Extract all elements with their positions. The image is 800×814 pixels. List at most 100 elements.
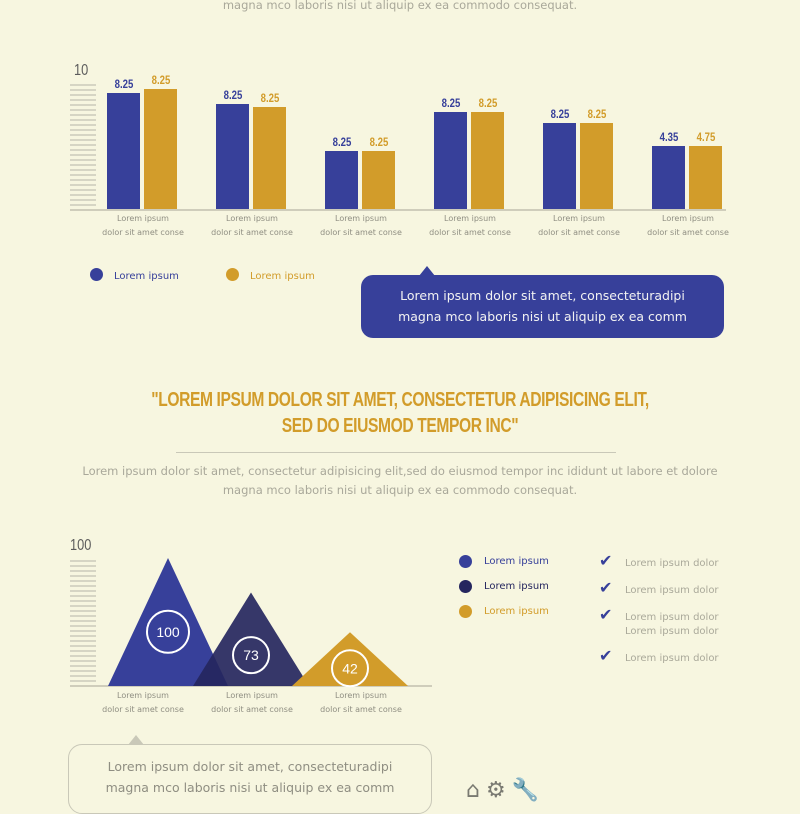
gear-icon[interactable]: ⚙ bbox=[485, 778, 512, 803]
quote-line: SED DO EIUSMOD TEMPOR INC" bbox=[281, 415, 519, 437]
category-line: dolor sit amet conse bbox=[102, 228, 184, 237]
bar bbox=[253, 106, 286, 209]
category-label: Lorem ipsum dolor sit amet conse bbox=[88, 689, 198, 717]
quote-line: "LOREM IPSUM DOLOR SIT AMET, CONSECTETUR… bbox=[151, 389, 649, 411]
divider bbox=[176, 452, 616, 453]
legend-label: Lorem ipsum bbox=[484, 581, 549, 592]
bubble-line: magna mco laboris nisi ut aliquip ex ea … bbox=[398, 309, 687, 324]
legend-label-blue: Lorem ipsum bbox=[114, 271, 179, 282]
y-axis-ticks bbox=[70, 84, 96, 208]
legend-dot bbox=[459, 580, 472, 593]
category-label: Lorem ipsum dolor sit amet conse bbox=[415, 212, 525, 240]
bar-value-label: 8.25 bbox=[587, 107, 607, 122]
bubble-pointer bbox=[128, 735, 144, 745]
category-line: dolor sit amet conse bbox=[429, 228, 511, 237]
checklist-item: Lorem ipsum dolor bbox=[625, 584, 719, 598]
x-axis bbox=[70, 209, 726, 211]
triangle-value-label: 42 bbox=[342, 660, 358, 676]
category-line: Lorem ipsum bbox=[662, 214, 714, 223]
value-ring bbox=[146, 609, 190, 654]
info-bubble-outline: Lorem ipsum dolor sit amet, consectetura… bbox=[68, 744, 432, 814]
category-label: Lorem ipsum dolor sit amet conse bbox=[197, 212, 307, 240]
bar bbox=[362, 151, 395, 209]
y-axis-top-label: 100 bbox=[70, 537, 92, 554]
category-label: Lorem ipsum dolor sit amet conse bbox=[306, 212, 416, 240]
legend-dot bbox=[459, 555, 472, 568]
triangle bbox=[193, 592, 309, 686]
bar-value-label: 8.25 bbox=[332, 135, 352, 150]
paragraph-line: Lorem ipsum dolor sit amet, consectetur … bbox=[82, 464, 718, 478]
category-line: dolor sit amet conse bbox=[102, 705, 184, 714]
category-label: Lorem ipsum dolor sit amet conse bbox=[88, 212, 198, 240]
bar-value-label: 8.25 bbox=[151, 72, 171, 87]
bubble-line: Lorem ipsum dolor sit amet, consectetura… bbox=[400, 288, 685, 303]
bar bbox=[689, 145, 722, 209]
category-line: dolor sit amet conse bbox=[320, 705, 402, 714]
legend-dot bbox=[459, 605, 472, 618]
bar-value-label: 8.25 bbox=[478, 96, 498, 111]
triangle-value-label: 73 bbox=[243, 647, 259, 663]
intro-text: magna mco laboris nisi ut aliquip ex ea … bbox=[222, 0, 578, 12]
check-icon: ✔ bbox=[599, 551, 613, 570]
category-label: Lorem ipsum dolor sit amet conse bbox=[306, 689, 416, 717]
bar-value-label: 8.25 bbox=[223, 88, 243, 103]
category-line: Lorem ipsum bbox=[117, 214, 169, 223]
home-icon[interactable]: ⌂ bbox=[466, 778, 486, 803]
category-line: Lorem ipsum bbox=[226, 214, 278, 223]
check-icon: ✔ bbox=[599, 605, 613, 624]
quote-heading: "LOREM IPSUM DOLOR SIT AMET, CONSECTETUR… bbox=[88, 387, 712, 439]
legend-dot-gold bbox=[226, 268, 239, 281]
bar bbox=[107, 93, 140, 209]
category-line: dolor sit amet conse bbox=[320, 228, 402, 237]
category-line: Lorem ipsum bbox=[335, 214, 387, 223]
category-line: Lorem ipsum bbox=[444, 214, 496, 223]
category-line: dolor sit amet conse bbox=[647, 228, 729, 237]
legend-label: Lorem ipsum bbox=[484, 556, 549, 567]
legend-label: Lorem ipsum bbox=[484, 606, 549, 617]
y-axis-top-label: 10 bbox=[74, 62, 89, 79]
legend-dot-blue bbox=[90, 268, 103, 281]
paragraph: Lorem ipsum dolor sit amet, consectetur … bbox=[0, 462, 800, 500]
bar-value-label: 8.25 bbox=[114, 77, 134, 92]
category-line: Lorem ipsum bbox=[335, 691, 387, 700]
category-line: Lorem ipsum bbox=[226, 691, 278, 700]
bar bbox=[325, 151, 358, 209]
legend-label-gold: Lorem ipsum bbox=[250, 271, 315, 282]
checklist-line: Lorem ipsum dolor bbox=[625, 653, 719, 664]
triangle-value-label: 100 bbox=[156, 624, 180, 640]
bar-value-label: 8.25 bbox=[260, 90, 280, 105]
bar-value-label: 8.25 bbox=[441, 96, 461, 111]
bar bbox=[144, 88, 177, 209]
bar bbox=[580, 123, 613, 209]
check-icon: ✔ bbox=[599, 646, 613, 665]
checklist-item: Lorem ipsum dolor Lorem ipsum dolor bbox=[625, 611, 719, 639]
checklist-line: Lorem ipsum dolor bbox=[625, 585, 719, 596]
bar bbox=[543, 123, 576, 209]
check-icon: ✔ bbox=[599, 578, 613, 597]
value-ring bbox=[232, 636, 270, 675]
bubble-line: Lorem ipsum dolor sit amet, consectetura… bbox=[107, 759, 393, 774]
category-line: Lorem ipsum bbox=[117, 691, 169, 700]
checklist-line: Lorem ipsum dolor bbox=[625, 612, 719, 623]
bar bbox=[434, 112, 467, 209]
y-axis-ticks bbox=[70, 560, 96, 684]
bar-value-label: 8.25 bbox=[369, 135, 389, 150]
bar bbox=[652, 145, 685, 209]
icon-row: ⌂⚙🔧 bbox=[466, 778, 545, 803]
bar bbox=[216, 104, 249, 209]
bar-value-label: 8.25 bbox=[550, 107, 570, 122]
wrench-icon[interactable]: 🔧 bbox=[511, 778, 546, 803]
category-line: dolor sit amet conse bbox=[211, 228, 293, 237]
info-bubble: Lorem ipsum dolor sit amet, consectetura… bbox=[361, 275, 724, 338]
checklist-line: Lorem ipsum dolor bbox=[625, 626, 719, 637]
bar bbox=[471, 112, 504, 209]
triangle bbox=[292, 632, 408, 686]
category-line: dolor sit amet conse bbox=[211, 705, 293, 714]
triangle bbox=[108, 558, 228, 686]
category-label: Lorem ipsum dolor sit amet conse bbox=[633, 212, 743, 240]
checklist-item: Lorem ipsum dolor bbox=[625, 557, 719, 571]
value-ring bbox=[331, 649, 369, 688]
paragraph-line: magna mco laboris nisi ut aliquip ex ea … bbox=[222, 483, 578, 497]
category-label: Lorem ipsum dolor sit amet conse bbox=[524, 212, 634, 240]
